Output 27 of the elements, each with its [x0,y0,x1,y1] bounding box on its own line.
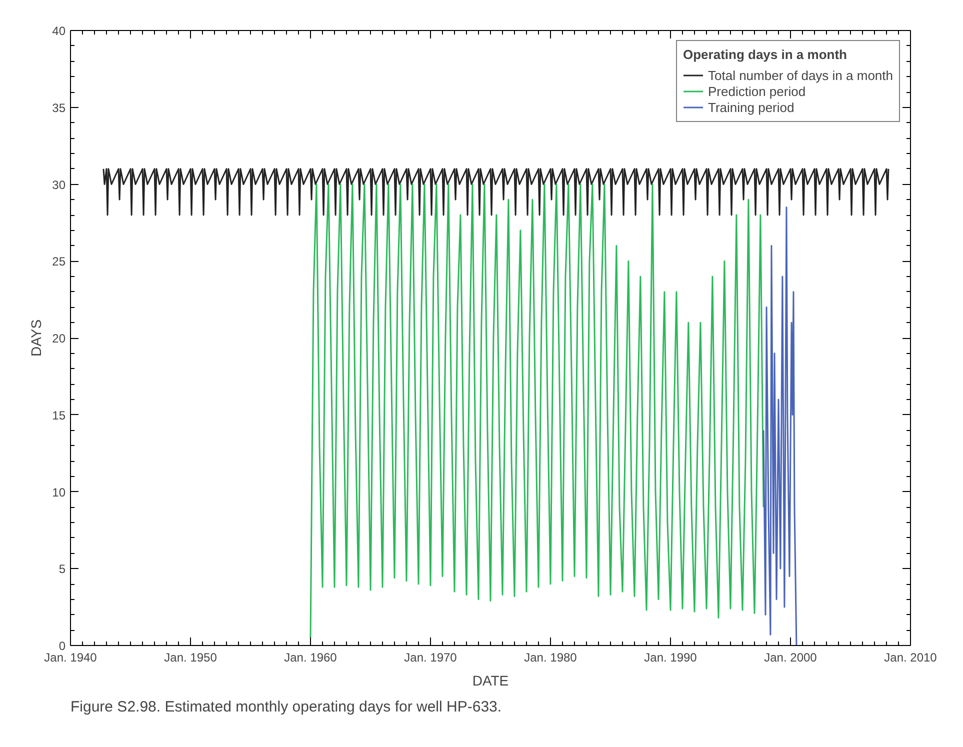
x-tick-label: Jan. 1940 [44,650,98,664]
line-series [762,206,798,646]
y-tick-label: 20 [52,332,66,346]
legend-label: Training period [708,100,794,114]
line-series [102,168,890,216]
line-series [310,184,764,639]
legend-label: Total number of days in a month [708,68,893,82]
x-tick-label: Jan. 1960 [284,650,338,664]
x-tick-label: Jan. 1990 [644,650,698,664]
y-tick-label: 35 [52,100,66,115]
x-tick-label: Jan. 1980 [524,650,578,664]
x-tick-label: Jan. 2000 [764,650,818,664]
x-tick-label: Jan. 1950 [164,650,218,664]
y-tick-label: 40 [52,24,66,38]
x-axis-title: DATE [472,672,509,688]
legend-title: Operating days in a month [683,47,848,62]
y-tick-label: 5 [58,562,66,576]
x-tick-label: Jan. 2010 [884,650,938,664]
y-axis-title: DAYS [28,319,44,357]
y-tick-label: 10 [52,485,66,500]
y-tick-label: 0 [58,639,66,653]
x-tick-label: Jan. 1970 [404,650,458,664]
caption: Figure S2.98. Estimated monthly operating days for well HP-633. [70,698,502,716]
legend-label: Prediction period [708,84,806,98]
y-tick-label: 30 [52,178,66,192]
y-tick-label: 25 [52,254,66,269]
y-tick-label: 15 [52,408,66,422]
